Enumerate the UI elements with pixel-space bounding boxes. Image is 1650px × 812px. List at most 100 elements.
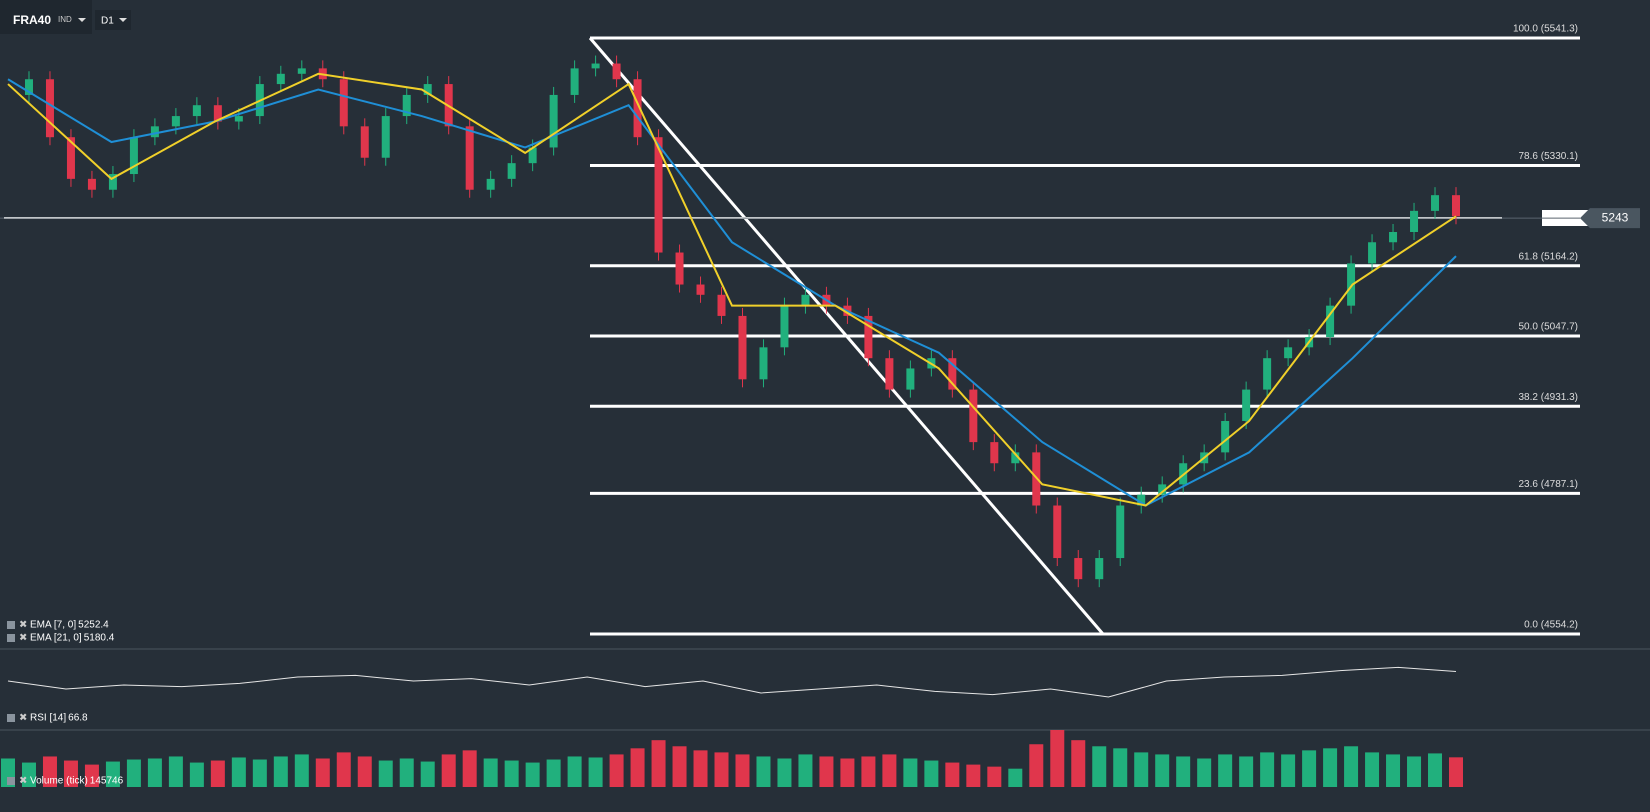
candle-body — [1095, 558, 1104, 580]
candle-body — [339, 79, 348, 127]
candle-body — [87, 178, 96, 190]
volume-bar — [273, 756, 288, 787]
candle-body — [1158, 484, 1167, 495]
legend-value: 66.8 — [68, 713, 88, 724]
volume-bar — [651, 740, 666, 787]
candle-body — [738, 315, 747, 380]
volume-bar — [987, 766, 1002, 787]
ema7-line — [7, 72, 1457, 507]
legend-close: ✖ — [19, 713, 27, 724]
volume-bar — [798, 754, 813, 787]
legend-close: ✖ — [19, 620, 27, 631]
candle-body — [906, 368, 915, 390]
fib-label: 0.0 (4554.2) — [1524, 620, 1578, 631]
candle-body — [654, 137, 663, 253]
volume-bar — [756, 756, 771, 787]
timeframe: D1 — [101, 16, 114, 27]
price-tag-box — [1580, 208, 1640, 229]
legend-icon — [7, 777, 15, 785]
candle-body — [969, 389, 978, 443]
candle-body — [696, 284, 705, 295]
volume-bar — [840, 758, 855, 787]
volume-bar — [1260, 752, 1275, 787]
candle-body — [528, 147, 537, 164]
candle-body — [948, 358, 957, 390]
candle-body — [129, 137, 138, 175]
candle-body — [1452, 195, 1460, 217]
candle-body — [885, 358, 894, 390]
volume-bar — [1281, 754, 1296, 787]
volume-bar — [882, 754, 897, 787]
symbol: FRA40 — [13, 13, 51, 27]
volume-bar — [420, 761, 435, 787]
candle-body — [1074, 558, 1083, 580]
volume-bar — [1449, 757, 1463, 787]
volume-bar — [1071, 740, 1086, 787]
volume-bar — [924, 760, 939, 787]
volume-bar — [378, 760, 393, 787]
timeframe-box[interactable] — [95, 10, 131, 30]
candle-body — [591, 63, 600, 69]
candle-body — [633, 79, 642, 138]
legend-value: 5252.4 — [78, 620, 109, 631]
volume-bar — [588, 757, 603, 787]
legend-label: EMA [21, 0] — [30, 633, 82, 644]
volume-bar — [168, 756, 183, 787]
volume-bar — [189, 762, 204, 787]
candle-body — [549, 94, 558, 148]
dropdown-arrow[interactable] — [78, 18, 86, 22]
fib-label: 23.6 (4787.1) — [1519, 479, 1579, 490]
candle-body — [675, 252, 684, 285]
candle-body — [1389, 231, 1398, 243]
instrument-type: IND — [58, 15, 72, 24]
volume-bar — [1323, 748, 1338, 787]
volume-bar — [42, 756, 57, 787]
candle-body — [717, 294, 726, 316]
candle-body — [1242, 389, 1251, 421]
volume-bar — [1008, 768, 1023, 787]
volume-bar — [693, 750, 708, 787]
volume-bar — [567, 756, 582, 787]
volume-bar — [1407, 756, 1422, 787]
candle-body — [1284, 347, 1293, 359]
fib-label: 38.2 (4931.3) — [1519, 392, 1579, 403]
candle-body — [864, 315, 873, 359]
volume-bar — [1344, 746, 1359, 787]
volume-bar — [1239, 756, 1254, 787]
volume-bar — [21, 762, 36, 787]
candle-body — [1116, 505, 1125, 559]
candle-body — [1221, 420, 1230, 453]
candle-body — [192, 105, 201, 117]
fib-label: 100.0 (5541.3) — [1513, 24, 1578, 35]
volume-bar — [252, 759, 267, 787]
candle-body — [171, 116, 180, 127]
candle-body — [1263, 358, 1272, 390]
symbol-box[interactable] — [0, 0, 92, 34]
volume-bar — [399, 758, 414, 787]
legend-close: ✖ — [19, 633, 27, 644]
volume-bar — [147, 758, 162, 787]
volume-bar — [861, 756, 876, 787]
candle-body — [465, 126, 474, 190]
dropdown-arrow[interactable] — [119, 18, 127, 22]
volume-bar — [546, 759, 561, 787]
legend-label: EMA [7, 0] — [30, 620, 76, 631]
volume-bar — [1155, 754, 1170, 787]
volume-bar — [231, 757, 246, 787]
volume-bar — [126, 759, 141, 787]
candle-body — [108, 174, 117, 190]
candle-body — [276, 73, 285, 85]
candle-body — [1347, 263, 1356, 306]
fib-label: 61.8 (5164.2) — [1519, 251, 1579, 262]
volume-bar — [525, 762, 540, 787]
volume-bar — [1176, 756, 1191, 787]
volume-bar — [483, 758, 498, 787]
volume-bar — [1302, 750, 1317, 787]
legend-value: 5180.4 — [84, 633, 115, 644]
volume-bar — [1029, 744, 1044, 787]
volume-bar — [504, 760, 519, 787]
candle-body — [381, 116, 390, 158]
candle-body — [1137, 494, 1146, 506]
volume-bar — [1428, 753, 1443, 787]
